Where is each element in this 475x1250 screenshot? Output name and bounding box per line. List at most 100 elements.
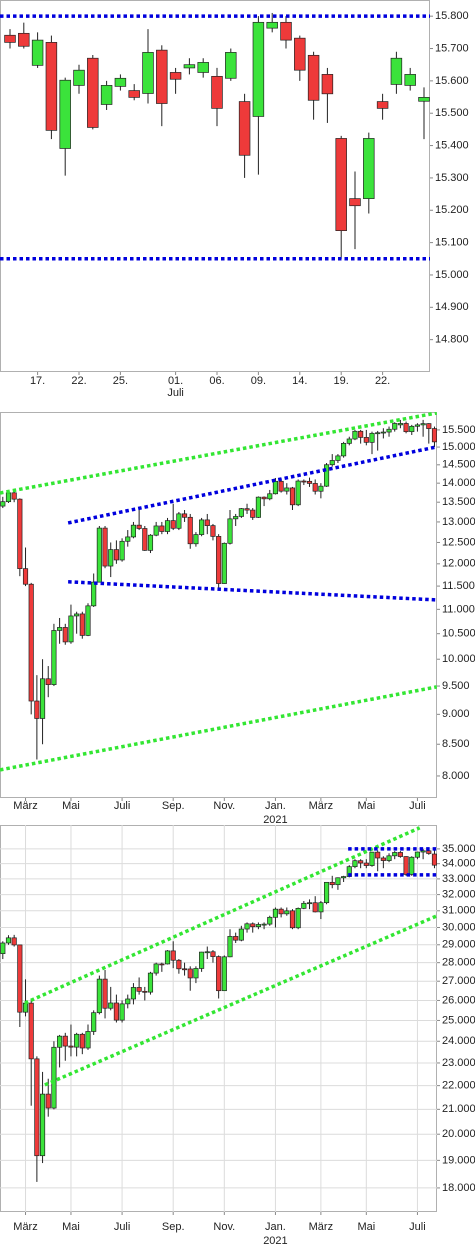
trend-line bbox=[0, 685, 437, 772]
x-tick-label: März bbox=[309, 1221, 333, 1233]
x-tick-label: Juli bbox=[409, 800, 426, 812]
candle-body bbox=[363, 862, 369, 866]
candle-body bbox=[34, 700, 40, 719]
candle-body bbox=[420, 423, 426, 426]
candle-body bbox=[295, 907, 301, 929]
candle-body bbox=[397, 852, 403, 857]
candle-body bbox=[312, 483, 318, 492]
plot-area bbox=[0, 412, 437, 798]
y-tick-label: 24.000 bbox=[442, 1035, 475, 1047]
candle-body bbox=[74, 613, 80, 617]
x-tick-label: 17. bbox=[30, 375, 45, 387]
candle-body bbox=[45, 42, 58, 131]
candle-body bbox=[102, 978, 108, 1009]
candle-body bbox=[363, 437, 369, 443]
candle-body bbox=[17, 498, 23, 569]
candle-body bbox=[153, 963, 159, 974]
y-tick-label: 13.000 bbox=[442, 516, 475, 528]
x-tick-label: Jan. bbox=[265, 800, 286, 812]
candle-body bbox=[233, 516, 239, 520]
y-tick-label: 19.000 bbox=[442, 1154, 475, 1166]
x-tick-label: Jan. bbox=[265, 1221, 286, 1233]
candle-body bbox=[159, 963, 165, 966]
candle-body bbox=[57, 627, 63, 631]
y-tick-label: 31.000 bbox=[442, 905, 475, 917]
candle-body bbox=[18, 32, 30, 47]
candle-body bbox=[113, 1002, 119, 1021]
candle-body bbox=[147, 972, 154, 993]
candle-body bbox=[426, 423, 432, 429]
candle-body bbox=[159, 525, 165, 532]
candle-body bbox=[87, 57, 99, 128]
candle-body bbox=[409, 856, 415, 875]
candle-body bbox=[409, 425, 415, 433]
candle-body bbox=[358, 860, 364, 864]
candle-body bbox=[244, 923, 250, 930]
candle-body bbox=[197, 62, 209, 73]
candle-body bbox=[119, 1003, 125, 1021]
y-tick-label: 14.900 bbox=[435, 301, 469, 313]
x-tick-label: Juli bbox=[114, 800, 131, 812]
x-tick-label: 01. bbox=[168, 375, 183, 387]
candle-body bbox=[68, 1045, 74, 1048]
candle-body bbox=[414, 851, 421, 858]
candle-body bbox=[392, 423, 398, 430]
candle-body bbox=[323, 464, 330, 487]
x-tick-sublabel: 2021 bbox=[263, 1235, 287, 1247]
y-tick-label: 15.300 bbox=[435, 172, 469, 184]
x-tick-label: März bbox=[13, 800, 37, 812]
candle-body bbox=[321, 74, 334, 95]
candle-body bbox=[420, 850, 426, 853]
candle-body bbox=[418, 97, 430, 102]
candle-body bbox=[28, 583, 34, 702]
y-tick-label: 22.000 bbox=[442, 1080, 475, 1092]
candle-body bbox=[278, 908, 284, 915]
candle-body bbox=[375, 851, 381, 859]
candle-body bbox=[5, 492, 12, 503]
y-tick-label: 25.000 bbox=[442, 1014, 475, 1026]
y-tick-label: 34.000 bbox=[442, 858, 475, 870]
candle-body bbox=[363, 138, 375, 199]
y-tick-label: 8.000 bbox=[442, 770, 470, 782]
candle-body bbox=[261, 496, 267, 500]
x-tick-label: Sep. bbox=[162, 800, 185, 812]
candle-body bbox=[142, 528, 148, 551]
y-tick-label: 15.600 bbox=[435, 75, 469, 87]
candle-body bbox=[22, 568, 29, 585]
candle-body bbox=[352, 860, 358, 868]
y-tick-label: 15.500 bbox=[442, 424, 475, 436]
y-tick-label: 10.000 bbox=[442, 653, 475, 665]
candle-body bbox=[289, 487, 296, 506]
candle-body bbox=[426, 850, 432, 854]
candle-body bbox=[349, 198, 361, 207]
candle-body bbox=[284, 910, 290, 915]
candle-body bbox=[221, 956, 227, 992]
candle-body bbox=[252, 21, 265, 117]
x-tick-label: 22. bbox=[71, 375, 86, 387]
candle-body bbox=[199, 519, 205, 535]
candle-body bbox=[68, 615, 74, 643]
candle-body bbox=[280, 21, 292, 41]
trend-line bbox=[24, 826, 421, 1005]
candle-body bbox=[28, 1002, 34, 1060]
candle-body bbox=[142, 990, 148, 993]
y-tick-label: 27.000 bbox=[442, 975, 475, 987]
y-tick-label: 33.000 bbox=[442, 873, 475, 885]
candle-body bbox=[295, 480, 301, 506]
candle-body bbox=[91, 1012, 97, 1032]
candle-body bbox=[284, 487, 290, 492]
candle-body bbox=[267, 916, 273, 925]
y-tick-label: 14.000 bbox=[442, 477, 475, 489]
candle-body bbox=[386, 428, 392, 433]
candle-body bbox=[431, 853, 437, 866]
candle-body bbox=[153, 525, 159, 536]
y-tick-label: 35.000 bbox=[442, 843, 475, 855]
candle-body bbox=[125, 998, 131, 1005]
y-tick-label: 10.500 bbox=[442, 628, 475, 640]
candle-body bbox=[5, 937, 12, 944]
candle-body bbox=[17, 944, 23, 1013]
y-tick-label: 15.800 bbox=[435, 10, 469, 22]
candle-body bbox=[128, 90, 140, 98]
candle-body bbox=[216, 956, 222, 992]
candle-body bbox=[380, 431, 386, 434]
